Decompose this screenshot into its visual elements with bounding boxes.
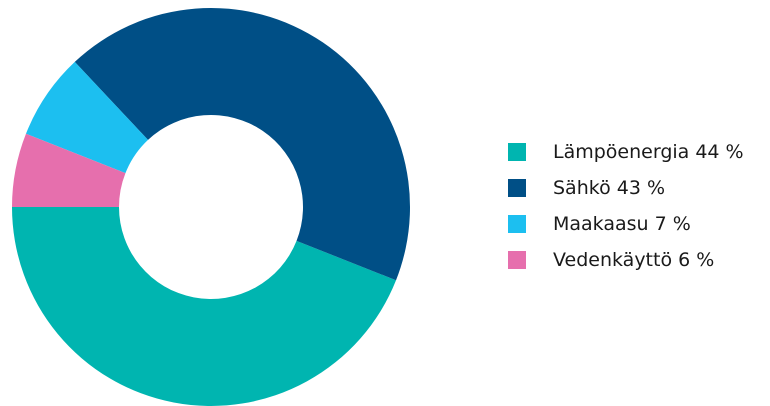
legend-swatch-lampoenergia bbox=[508, 143, 526, 161]
legend-label-sahko: Sähkö 43 % bbox=[553, 177, 666, 199]
legend-label-vedenkaytto: Vedenkäyttö 6 % bbox=[553, 249, 715, 271]
legend-swatch-vedenkaytto bbox=[508, 251, 526, 269]
slice-maakaasu bbox=[25, 61, 149, 174]
legend-label-lampoenergia: Lämpöenergia 44 % bbox=[553, 141, 744, 163]
slice-vedenkaytto bbox=[12, 133, 126, 207]
legend-label-maakaasu: Maakaasu 7 % bbox=[553, 213, 691, 235]
legend-swatch-maakaasu bbox=[508, 215, 526, 233]
legend-item-vedenkaytto: Vedenkäyttö 6 % bbox=[508, 248, 744, 272]
legend-swatch-sahko bbox=[508, 179, 526, 197]
donut-svg bbox=[12, 8, 411, 406]
legend-item-lampoenergia: Lämpöenergia 44 % bbox=[508, 140, 744, 164]
slice-sahko bbox=[74, 8, 411, 281]
slice-lampoenergia bbox=[12, 207, 397, 406]
legend-item-sahko: Sähkö 43 % bbox=[508, 176, 744, 200]
legend: Lämpöenergia 44 % Sähkö 43 % Maakaasu 7 … bbox=[508, 140, 744, 272]
legend-item-maakaasu: Maakaasu 7 % bbox=[508, 212, 744, 236]
